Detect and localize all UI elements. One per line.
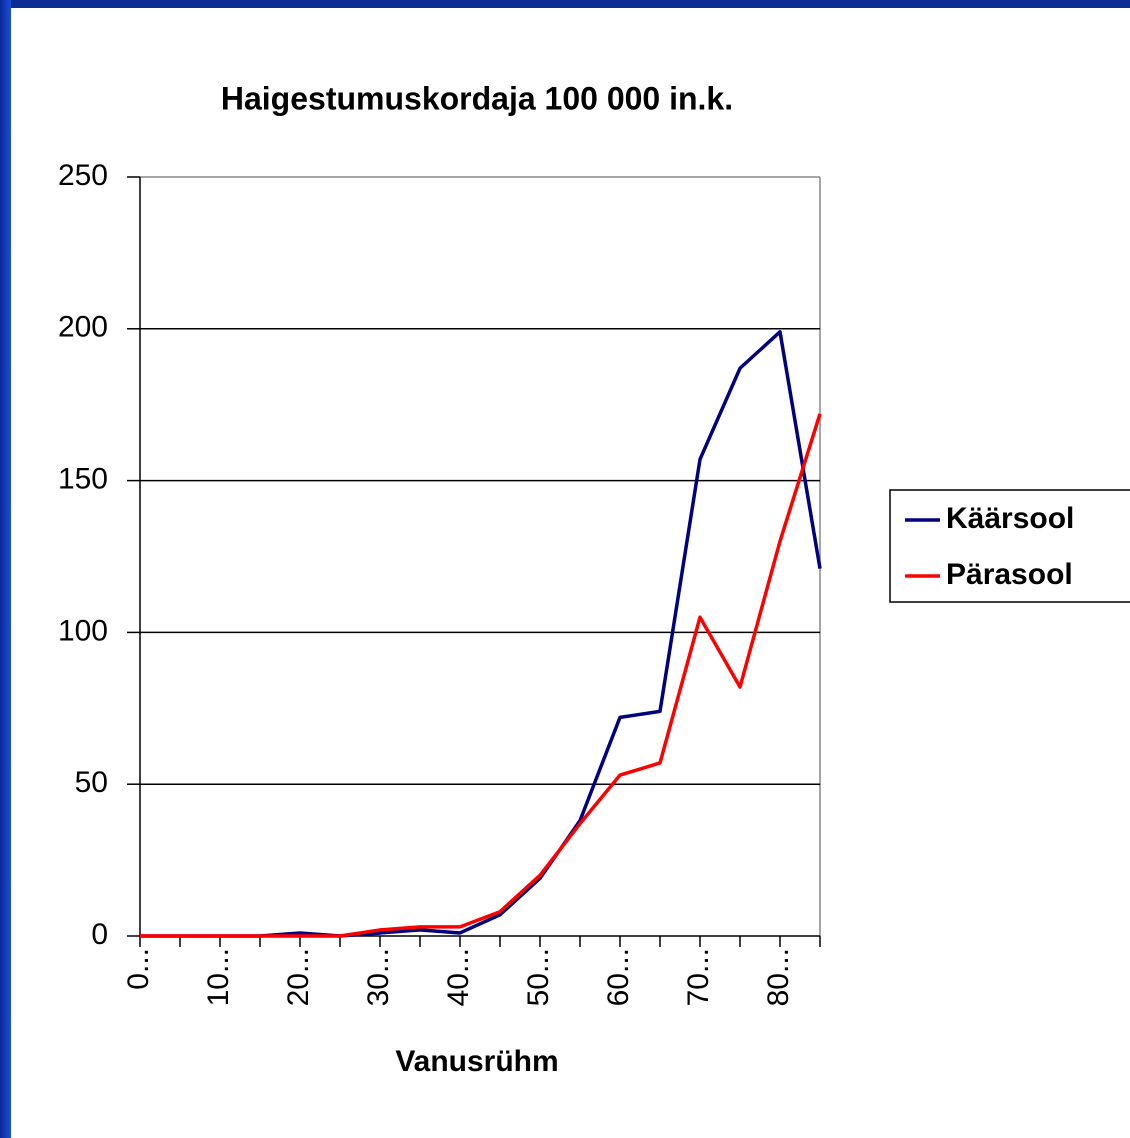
y-tick-label: 100 (58, 614, 108, 647)
x-tick-label: 10... (202, 948, 235, 1006)
legend-label: Käärsool (946, 502, 1074, 535)
y-tick-label: 50 (75, 766, 108, 799)
x-tick-label: 20... (282, 948, 315, 1006)
y-tick-label: 150 (58, 463, 108, 496)
y-tick-label: 250 (58, 159, 108, 192)
chart-title: Haigestumuskordaja 100 000 in.k. (221, 80, 733, 116)
x-tick-label: 80... (762, 948, 795, 1006)
x-tick-label: 0... (122, 948, 155, 990)
x-tick-label: 40... (442, 948, 475, 1006)
x-tick-label: 30... (362, 948, 395, 1006)
x-axis-title: Vanusrühm (395, 1045, 558, 1078)
x-tick-label: 50... (522, 948, 555, 1006)
legend-label: Pärasool (946, 558, 1073, 591)
y-tick-label: 200 (58, 311, 108, 344)
x-tick-label: 70... (682, 948, 715, 1006)
frame-edge (0, 0, 11, 1138)
x-tick-label: 60... (602, 948, 635, 1006)
series-line (140, 413, 822, 938)
legend-box (889, 489, 1130, 603)
y-tick-label: 0 (91, 918, 108, 951)
